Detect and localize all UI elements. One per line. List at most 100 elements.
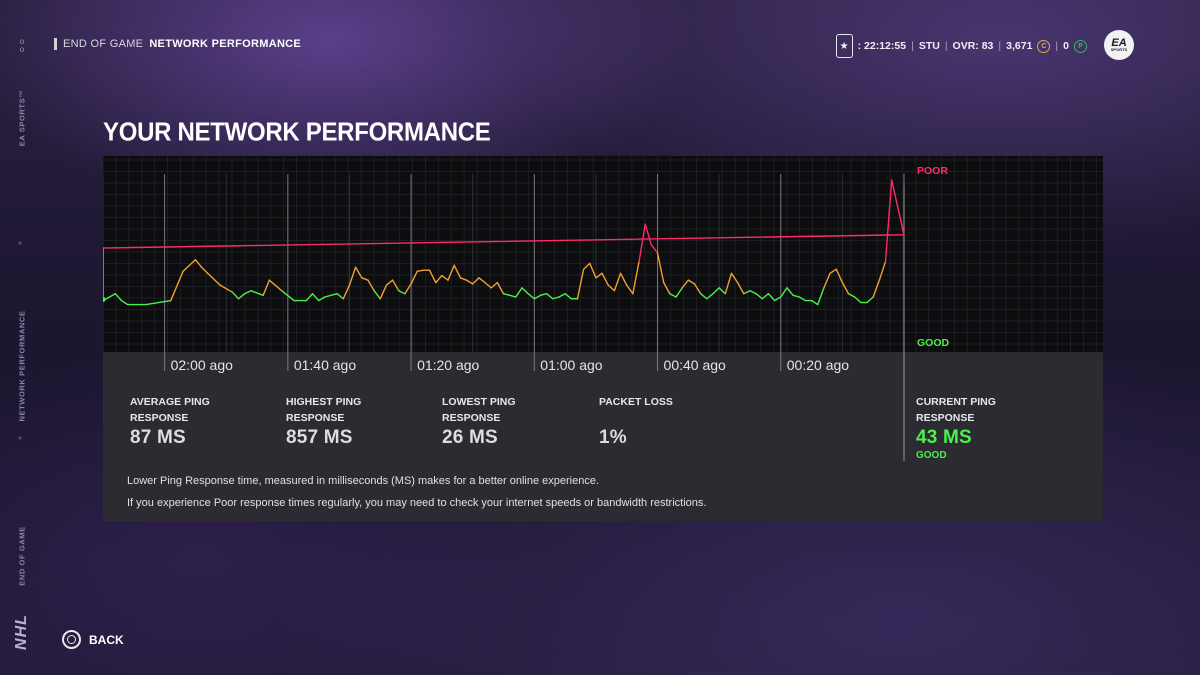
stat-label: CURRENT PING	[916, 396, 996, 408]
ping-line-segment	[527, 293, 536, 300]
ping-line-segment	[835, 268, 844, 284]
ping-line-segment	[120, 299, 129, 306]
ping-line-segment	[890, 179, 905, 236]
ping-line-segment	[872, 279, 881, 298]
ping-line-segment	[348, 266, 357, 286]
status-bar: ★ : 22:12:55 | STU | OVR: 83 | 3,671 C |…	[835, 34, 1136, 58]
ping-line-segment	[841, 281, 850, 295]
ping-line-segment	[244, 289, 252, 295]
x-tick-label: 02:00 ago	[171, 357, 233, 373]
ping-line-segment	[478, 277, 486, 284]
ping-line-segment	[724, 272, 733, 295]
ping-line-segment	[373, 289, 381, 300]
ping-line-segment	[114, 293, 123, 302]
current-ping-quality: GOOD	[916, 450, 947, 461]
ping-line-segment	[545, 293, 554, 300]
ping-line-segment	[619, 272, 628, 286]
ping-line-segment	[305, 293, 314, 302]
stat-label: AVERAGE PING	[130, 396, 210, 408]
ping-line-segment	[490, 281, 499, 289]
points-icon: P	[1074, 39, 1087, 53]
ping-line-segment	[379, 284, 388, 300]
back-label: BACK	[89, 632, 124, 647]
ping-line-segment	[539, 293, 548, 297]
ping-line-segment	[342, 284, 351, 300]
ping-line-segment	[428, 269, 437, 284]
x-tick-label: 01:40 ago	[294, 357, 356, 373]
ping-line-segment	[755, 293, 763, 300]
ping-line-segment	[496, 281, 505, 295]
ping-line-segment	[767, 293, 776, 302]
ping-line-segment	[773, 296, 782, 302]
ping-line-segment	[669, 293, 677, 298]
ping-line-segment	[103, 234, 905, 249]
ping-line-segment	[441, 274, 449, 281]
ping-line-segment	[219, 284, 234, 293]
ping-line-segment	[367, 279, 375, 292]
ping-line-segment	[687, 279, 696, 285]
ping-line-segment	[699, 293, 708, 300]
ping-line-segment	[749, 289, 757, 295]
ping-line-segment	[398, 289, 406, 295]
ping-line-segment	[262, 279, 271, 297]
ping-line-segment	[280, 289, 295, 302]
breadcrumb-bar	[54, 38, 57, 50]
ping-line-segment	[385, 279, 394, 286]
circle-button-icon	[62, 630, 81, 649]
ping-line-segment	[675, 287, 683, 298]
network-panel: 02:00 ago 01:40 ago 01:20 ago 01:00 ago 00:4…	[103, 156, 1103, 521]
ping-line-segment	[182, 259, 197, 272]
ping-line-segment	[866, 296, 874, 304]
ping-line-segment	[761, 293, 770, 300]
ping-line-segment	[884, 179, 893, 263]
x-tick-label: 01:20 ago	[417, 357, 479, 373]
back-button[interactable]: BACK	[62, 630, 124, 649]
page-title: YOUR NETWORK PERFORMANCE	[103, 118, 491, 148]
ping-line-segment	[626, 284, 634, 295]
ping-line-segment	[354, 266, 363, 279]
breadcrumb-parent: END OF GAME	[63, 38, 144, 50]
ping-line-segment	[558, 293, 566, 298]
ea-logo-text: EA	[1111, 36, 1127, 49]
ping-line-segment	[361, 277, 369, 281]
ping-line-segment	[613, 272, 622, 292]
ping-line-segment	[200, 266, 209, 275]
stat-label	[599, 410, 709, 426]
ping-line-segment	[829, 268, 837, 275]
rail-brand: EA SPORTS™	[17, 89, 27, 147]
ping-line-segment	[730, 272, 739, 284]
ping-line-segment	[650, 244, 659, 254]
overall-rating: OVR: 83	[952, 40, 994, 52]
stat-packet-loss: PACKET LOSS 1%	[599, 394, 709, 449]
ping-line-segment	[465, 279, 474, 285]
ping-line-segment	[459, 277, 468, 281]
ping-line-segment	[453, 264, 462, 279]
stat-value: 87 MS	[130, 427, 186, 448]
ping-line-segment	[817, 287, 825, 306]
ping-line-segment	[656, 252, 665, 284]
ping-line-segment	[644, 223, 653, 246]
current-ping-value: 43 MS	[916, 427, 972, 448]
ping-line-segment	[502, 293, 511, 297]
stat-average-ping: AVERAGE PING RESPONSE 87 MS	[130, 394, 240, 449]
ping-line-segment	[823, 272, 831, 289]
ea-sports-logo: EA SPORTS	[1104, 30, 1134, 60]
ping-line-segment	[589, 262, 597, 279]
x-tick-label: 01:00 ago	[540, 357, 602, 373]
star-icon: ★	[835, 34, 853, 58]
ping-line-segment	[311, 293, 320, 302]
stat-label: RESPONSE	[130, 412, 189, 424]
ping-line-segment	[336, 293, 345, 300]
ping-line-segment	[268, 279, 283, 292]
stat-label: PACKET LOSS	[599, 396, 673, 408]
chart-area	[103, 156, 1103, 352]
points-count: 0	[1063, 40, 1069, 52]
ping-line-segment	[404, 283, 412, 295]
ping-line-segment	[317, 296, 326, 302]
ping-line-segment	[736, 281, 745, 295]
ping-line-segment	[207, 272, 221, 286]
stat-label: RESPONSE	[286, 412, 345, 424]
ping-line-segment	[391, 279, 400, 292]
